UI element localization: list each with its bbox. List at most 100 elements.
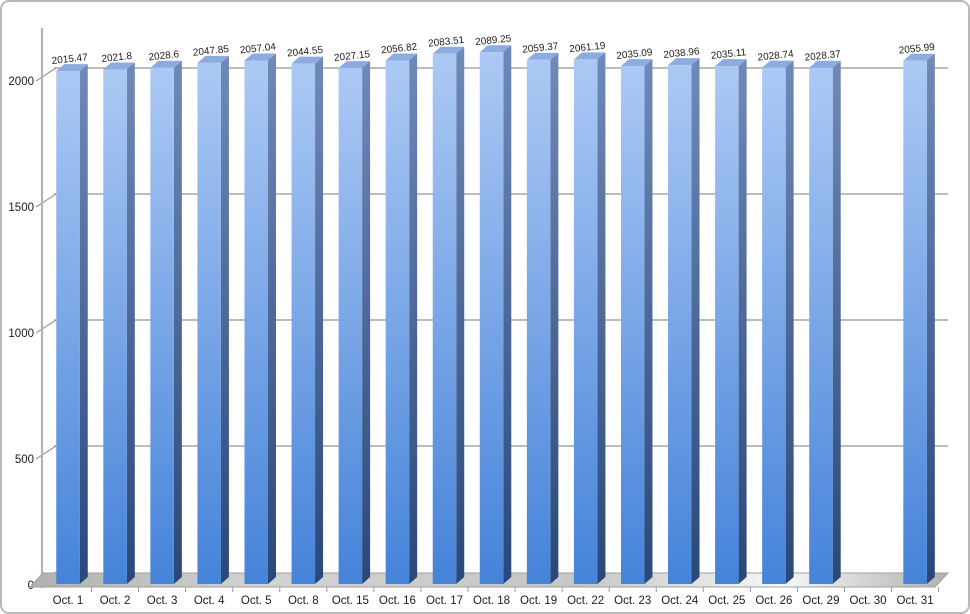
- y-axis-label: 500: [15, 454, 34, 466]
- bar-oct-16: [385, 53, 418, 585]
- value-label: 2089.25: [475, 33, 513, 48]
- bar-front-face: [197, 62, 221, 585]
- bar-top-face: [809, 60, 841, 68]
- x-axis-label: Oct. 31: [897, 595, 934, 607]
- value-label: 2061.19: [569, 41, 607, 56]
- bar-oct-22: [573, 52, 606, 585]
- bar-top-face: [56, 64, 88, 72]
- y-axis-tick: [35, 319, 57, 334]
- y-axis-tick: [35, 445, 57, 460]
- x-axis-label: Oct. 22: [567, 595, 604, 607]
- bar-side-face: [456, 46, 465, 584]
- bar-side-face: [503, 45, 512, 584]
- bar-side-face: [691, 58, 700, 585]
- x-axis-label: Oct. 2: [100, 595, 131, 607]
- bar-oct-8: [291, 56, 324, 584]
- bar-front-face: [526, 59, 551, 585]
- value-label: 2028.6: [148, 49, 180, 63]
- bar-side-face: [173, 60, 182, 584]
- bar-top-face: [573, 52, 606, 60]
- bar-front-face: [103, 69, 127, 584]
- bar-oct-25: [715, 59, 747, 584]
- bar-oct-19: [526, 52, 559, 585]
- value-label: 2027.15: [334, 49, 372, 64]
- value-label: 2055.99: [898, 42, 936, 57]
- bar-top-face: [432, 46, 465, 54]
- bar-top-face: [291, 56, 324, 64]
- x-axis-label: Oct. 4: [194, 595, 225, 607]
- bar-side-face: [550, 52, 559, 585]
- y-axis-label: 1500: [8, 202, 34, 214]
- y-axis-label: 1000: [8, 328, 34, 340]
- value-label: 2028.74: [757, 49, 795, 64]
- bar-side-face: [926, 53, 935, 584]
- x-axis-label: Oct. 29: [802, 595, 839, 607]
- bar-top-face: [197, 55, 229, 63]
- bar-top-face: [103, 62, 135, 70]
- bar-top-face: [526, 52, 559, 60]
- bar-oct-18: [479, 45, 512, 584]
- bar-front-face: [762, 67, 786, 584]
- x-axis-label: Oct. 16: [379, 595, 416, 607]
- bar-front-face: [479, 52, 504, 584]
- value-label: 2083.51: [428, 35, 466, 50]
- bar-front-face: [150, 67, 174, 584]
- value-label: 2015.47: [51, 52, 89, 67]
- bar-side-face: [79, 64, 88, 585]
- x-axis-label: Oct. 26: [755, 595, 792, 607]
- bar-oct-31: [903, 53, 935, 584]
- bar-side-face: [267, 53, 276, 584]
- x-axis-label: Oct. 30: [849, 595, 886, 607]
- y-axis-label: 2000: [8, 76, 34, 88]
- bar-side-face: [220, 55, 229, 585]
- value-label: 2056.82: [381, 42, 419, 57]
- value-label: 2047.85: [192, 44, 230, 59]
- value-label: 2035.09: [616, 47, 654, 62]
- bar-front-face: [385, 60, 410, 585]
- bar-front-face: [291, 63, 316, 584]
- bar-oct-4: [197, 55, 229, 585]
- bar-top-face: [762, 60, 794, 68]
- bar-front-face: [903, 60, 927, 584]
- bar-side-face: [126, 62, 135, 584]
- bar-side-face: [738, 59, 747, 584]
- bar-top-face: [385, 53, 418, 61]
- bar-side-face: [409, 53, 418, 585]
- bar-top-face: [715, 59, 747, 67]
- x-axis-label: Oct. 19: [520, 595, 557, 607]
- bar-top-face: [338, 61, 371, 69]
- x-axis-label: Oct. 5: [241, 595, 272, 607]
- value-label: 2044.55: [286, 45, 324, 60]
- x-axis-label: Oct. 3: [147, 595, 178, 607]
- bar-side-face: [597, 52, 606, 585]
- bar-oct-1: [56, 64, 88, 585]
- value-label: 2035.11: [710, 47, 747, 62]
- bar-top-face: [150, 60, 182, 68]
- bar-front-face: [573, 59, 598, 585]
- bar-oct-2: [103, 62, 135, 584]
- bar-front-face: [668, 65, 692, 585]
- bar-oct-24: [668, 58, 700, 585]
- x-axis-label: Oct. 17: [426, 595, 463, 607]
- bar-oct-26: [762, 60, 794, 584]
- bar-front-face: [244, 60, 268, 584]
- bar-front-face: [620, 66, 645, 585]
- bar-front-face: [715, 66, 739, 584]
- value-label: 2021.8: [101, 51, 133, 65]
- y-axis-tick: [35, 67, 57, 82]
- bar-oct-15: [338, 61, 371, 584]
- bar-top-face: [479, 45, 512, 53]
- bar-oct-17: [432, 46, 465, 584]
- bar-front-face: [809, 67, 833, 584]
- x-axis-label: Oct. 23: [614, 595, 651, 607]
- x-axis-label: Oct. 1: [53, 595, 84, 607]
- value-label: 2059.37: [522, 41, 560, 56]
- bar-top-face: [668, 58, 700, 66]
- bar-oct-5: [244, 53, 276, 584]
- value-label: 2028.37: [804, 49, 842, 64]
- value-label: 2038.96: [663, 46, 701, 61]
- bar-side-face: [362, 61, 371, 584]
- bar-front-face: [432, 53, 457, 584]
